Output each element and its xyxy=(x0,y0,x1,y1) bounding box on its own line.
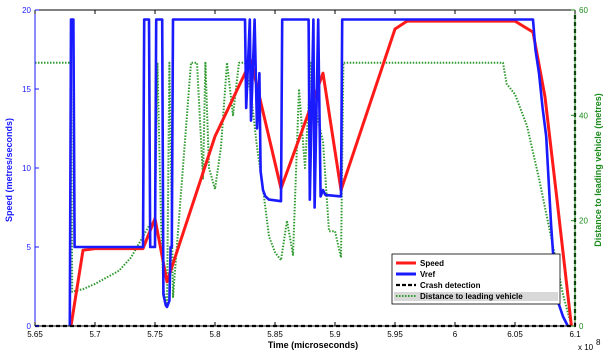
y-left-tick-label: 10 xyxy=(22,164,31,173)
x-tick-label: 5.75 xyxy=(147,330,163,339)
y-left-axis-label: Speed (metres/seconds) xyxy=(4,118,14,222)
y-right-tick-label: 60 xyxy=(579,6,588,15)
x-tick-label: 5.7 xyxy=(89,330,101,339)
series-vref xyxy=(68,18,569,327)
ticks-layer: 5.65 5.7 5.75 5.8 5.85 5.9 5.95 6 6.05 6.10510152… xyxy=(22,6,588,339)
x-tick-label: 5.85 xyxy=(267,330,283,339)
legend: Speed Vref Crash detection Distance to lead… xyxy=(391,253,561,305)
x-tick-label: 5.95 xyxy=(387,330,403,339)
x-tick-label: 6.1 xyxy=(569,330,581,339)
y-left-tick-label: 5 xyxy=(27,243,32,252)
series-speed xyxy=(69,19,573,327)
x-tick-label: 5.65 xyxy=(27,330,43,339)
legend-label: Distance to leading vehicle xyxy=(420,292,523,301)
legend-highlight xyxy=(394,292,558,301)
x-tick-label: 5.8 xyxy=(209,330,221,339)
x-exponent-power: 8 xyxy=(596,338,601,347)
legend-label: Crash detection xyxy=(420,281,481,290)
x-axis-label: Time (microseconds) xyxy=(268,340,358,350)
y-left-tick-label: 20 xyxy=(22,6,31,15)
x-tick-label: 6 xyxy=(453,330,458,339)
y-left-tick-label: 0 xyxy=(27,322,32,331)
y-right-axis-label: Distance to leading vehicle (metres) xyxy=(593,93,603,247)
legend-label: Speed xyxy=(420,259,444,268)
x-tick-label: 5.9 xyxy=(329,330,341,339)
x-tick-label: 6.05 xyxy=(507,330,523,339)
x-exponent-label: x 10 xyxy=(578,343,594,351)
y-right-tick-label: 20 xyxy=(579,217,588,226)
legend-label: Vref xyxy=(420,270,435,279)
y-left-tick-label: 15 xyxy=(22,85,31,94)
y-right-tick-label: 40 xyxy=(579,111,588,120)
y-right-tick-label: 0 xyxy=(579,322,584,331)
